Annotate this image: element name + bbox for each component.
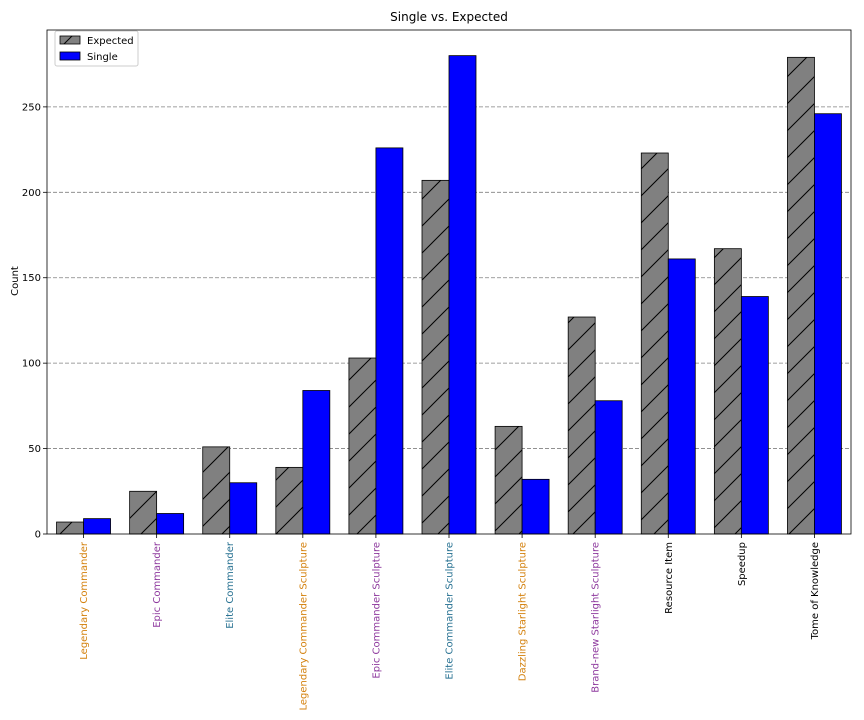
bar-single <box>302 390 331 535</box>
x-tick-label: Speedup <box>737 542 748 586</box>
bar-single <box>448 55 477 535</box>
x-ticks: Legendary Commander Epic Commander Elite C… <box>79 534 821 711</box>
x-tick-label: Epic Commander Sculpture <box>371 542 382 679</box>
bar-single <box>521 478 550 535</box>
legend-swatch-single <box>59 51 81 61</box>
y-tick-label: 150 <box>22 273 41 284</box>
bar-expected <box>787 56 815 535</box>
bar-single <box>83 518 111 535</box>
bar-single <box>375 147 404 535</box>
bar-single <box>814 113 842 535</box>
bar-single <box>667 258 696 535</box>
bar-expected <box>421 179 450 535</box>
legend-label-single: Single <box>87 52 118 63</box>
x-tick-label: Resource Item <box>664 542 675 614</box>
legend-label-expected: Expected <box>87 36 134 47</box>
bar-expected <box>348 357 377 535</box>
x-tick-label: Epic Commander <box>152 541 163 628</box>
y-ticks: 0 50 100 150 200 250 <box>22 102 47 541</box>
bar-expected <box>713 248 742 535</box>
bar-single <box>156 513 185 535</box>
y-tick-label: 100 <box>22 359 41 370</box>
bar-expected <box>202 446 231 535</box>
bar-single <box>229 482 258 535</box>
bar-single <box>594 400 623 535</box>
legend: Expected Single <box>54 30 139 67</box>
x-tick-label: Legendary Commander Sculpture <box>298 542 309 711</box>
bar-expected <box>129 490 158 535</box>
x-tick-label: Dazzling Starlight Sculpture <box>518 542 529 681</box>
x-tick-label: Tome of Knowledge <box>810 542 821 640</box>
x-tick-label: Elite Commander Sculpture <box>445 542 456 680</box>
y-tick-label: 200 <box>22 188 41 199</box>
bar-expected <box>640 152 669 535</box>
bar-expected <box>567 316 596 535</box>
bars <box>56 55 842 535</box>
y-tick-label: 50 <box>28 444 41 455</box>
bar-expected <box>56 521 84 535</box>
x-tick-label: Elite Commander <box>225 541 236 629</box>
bar-expected <box>494 425 523 535</box>
chart-title: Single vs. Expected <box>390 10 508 24</box>
y-axis-label: Count <box>10 266 21 296</box>
x-tick-label: Legendary Commander <box>79 541 90 660</box>
bar-expected <box>275 466 304 535</box>
y-tick-label: 250 <box>22 102 41 113</box>
legend-swatch-expected <box>59 35 81 45</box>
x-tick-label: Brand-new Starlight Sculpture <box>591 542 602 693</box>
y-tick-label: 0 <box>35 530 41 541</box>
bar-single <box>740 296 769 535</box>
